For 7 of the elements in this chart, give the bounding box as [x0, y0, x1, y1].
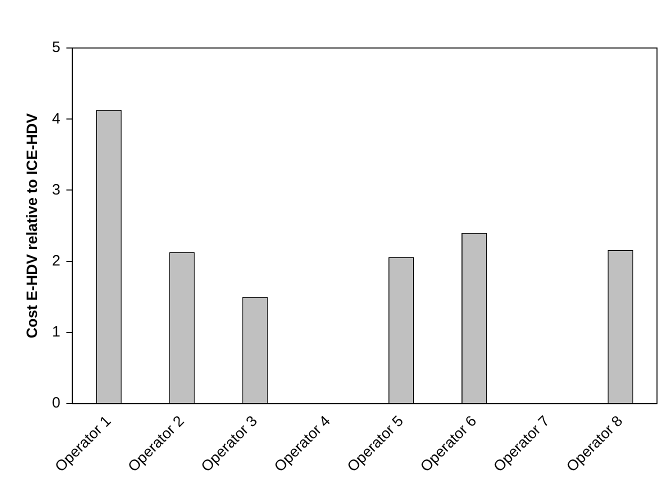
- y-tick-label: 1: [52, 324, 60, 341]
- y-tick-label: 3: [52, 181, 60, 198]
- y-tick-label: 4: [52, 110, 60, 128]
- y-axis-title: Cost E-HDV relative to ICE-HDV: [24, 113, 42, 338]
- y-tick-label: 2: [52, 252, 60, 270]
- y-tick-label: 0: [52, 394, 60, 412]
- y-tick-label: 5: [52, 39, 60, 56]
